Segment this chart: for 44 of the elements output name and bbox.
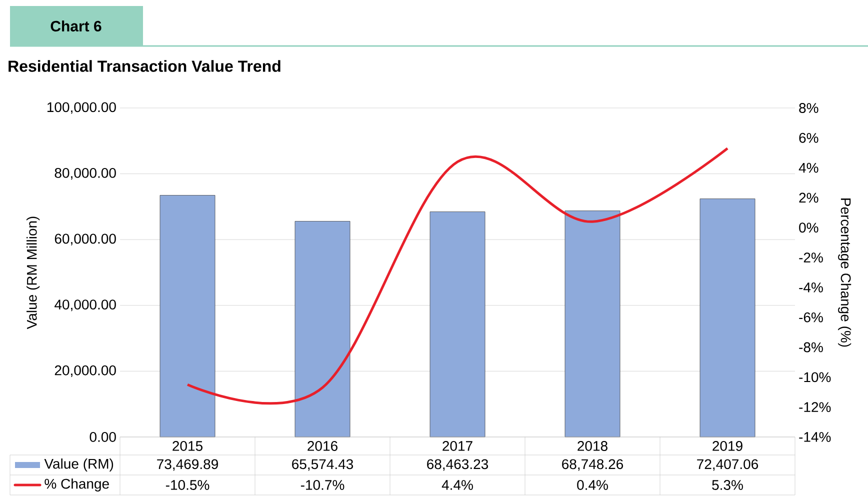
data-label: 72,407.06 — [697, 459, 758, 471]
data-label: 0.4% — [577, 480, 608, 490]
data-label: 5.3% — [712, 480, 743, 490]
y-tick-label: 60,000.00 — [54, 234, 116, 246]
data-label: -10.7% — [300, 480, 344, 490]
data-label: -10.5% — [166, 480, 210, 490]
bar — [564, 210, 620, 438]
data-label: 68,748.26 — [562, 459, 624, 471]
y2-tick-label: -10% — [799, 372, 831, 382]
y2-tick-label: 4% — [798, 162, 818, 173]
legend-label: Value (RM) — [44, 458, 114, 472]
y2-tick-label: 6% — [799, 132, 818, 143]
y2-tick-label: 8% — [799, 103, 818, 113]
y2-tick-label: -4% — [799, 282, 823, 292]
y2-tick-label: -14% — [799, 432, 831, 442]
data-label: 65,574.43 — [292, 459, 354, 471]
chart-subtitle: Residential Transaction Value Trend — [8, 60, 280, 72]
chart-title: Chart 6 — [50, 20, 102, 32]
x-tick-label: 2016 — [308, 441, 338, 451]
legend-label: % Change — [44, 478, 109, 492]
x-tick-label: 2015 — [172, 441, 202, 451]
x-tick-label: 2019 — [712, 441, 742, 451]
data-label: 68,463.23 — [427, 459, 488, 471]
y-tick-label: 80,000.00 — [54, 168, 116, 180]
data-label: 73,469.89 — [157, 459, 218, 471]
y2-tick-label: -2% — [799, 252, 823, 262]
y2-tick-label: 2% — [799, 192, 818, 203]
y2-tick-label: -6% — [799, 312, 823, 322]
x-tick-label: 2017 — [442, 441, 472, 451]
bar — [160, 195, 216, 438]
bar — [294, 221, 350, 438]
y-axis-title: Value (RM Million) — [26, 216, 40, 330]
y-tick-label: 20,000.00 — [54, 365, 116, 377]
y2-tick-label: -8% — [799, 342, 823, 352]
y2-tick-label: 0% — [799, 222, 818, 233]
y-tick-label: 100,000.00 — [47, 102, 116, 114]
y2-tick-label: -12% — [799, 402, 831, 412]
bar — [700, 198, 756, 438]
y-tick-label: 0.00 — [90, 432, 116, 442]
bar — [430, 212, 486, 438]
y2-axis-title: Percentage Change (%) — [838, 198, 852, 347]
data-label: 4.4% — [442, 480, 473, 490]
y-tick-label: 40,000.00 — [54, 300, 116, 312]
x-tick-label: 2018 — [578, 441, 608, 451]
